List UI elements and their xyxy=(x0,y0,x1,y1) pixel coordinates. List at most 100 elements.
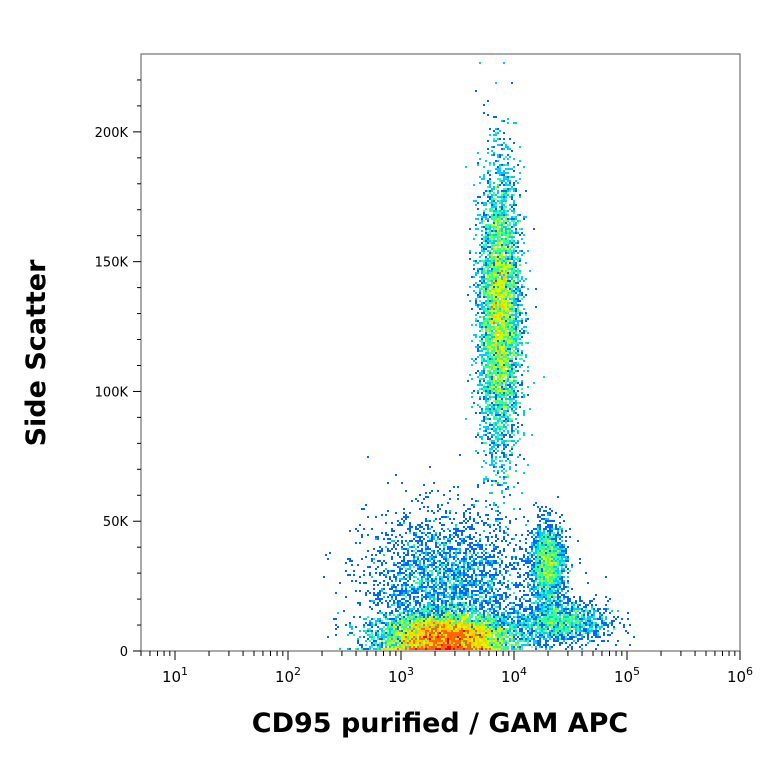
event-dot xyxy=(481,336,483,338)
event-dot xyxy=(503,194,505,196)
event-dot xyxy=(499,414,501,416)
event-dot xyxy=(459,648,461,650)
event-dot xyxy=(507,290,509,292)
event-dot xyxy=(483,166,485,168)
event-dot xyxy=(505,308,507,310)
event-dot xyxy=(505,342,507,344)
event-dot xyxy=(495,222,497,224)
event-dot xyxy=(497,420,499,422)
event-dot xyxy=(513,276,515,278)
event-dot xyxy=(547,568,549,570)
event-dot xyxy=(421,636,423,638)
event-dot xyxy=(551,562,553,564)
event-dot xyxy=(497,636,499,638)
event-dot xyxy=(495,646,497,648)
event-dot xyxy=(501,400,503,402)
event-dot xyxy=(495,346,497,348)
event-dot xyxy=(581,600,583,602)
event-dot xyxy=(511,380,513,382)
event-dot xyxy=(577,608,579,610)
event-dot xyxy=(435,646,437,648)
event-dot xyxy=(545,506,547,508)
event-dot xyxy=(537,590,539,592)
event-dot xyxy=(519,288,521,290)
event-dot xyxy=(401,646,403,648)
event-dot xyxy=(439,610,441,612)
event-dot xyxy=(525,538,527,540)
event-dot xyxy=(505,216,507,218)
event-dot xyxy=(503,472,505,474)
event-dot xyxy=(557,552,559,554)
event-dot xyxy=(517,310,519,312)
event-dot xyxy=(555,628,557,630)
event-dot xyxy=(487,182,489,184)
event-dot xyxy=(537,540,539,542)
event-dot xyxy=(409,614,411,616)
event-dot xyxy=(489,226,491,228)
event-dot xyxy=(483,282,485,284)
event-dot xyxy=(495,390,497,392)
event-dot xyxy=(559,542,561,544)
event-dot xyxy=(559,570,561,572)
event-dot xyxy=(471,642,473,644)
event-dot xyxy=(547,572,549,574)
event-dot xyxy=(555,542,557,544)
event-dot xyxy=(405,622,407,624)
event-dot xyxy=(437,626,439,628)
event-dot xyxy=(475,304,477,306)
event-dot xyxy=(551,530,553,532)
event-dot xyxy=(467,638,469,640)
event-dot xyxy=(579,630,581,632)
event-dot xyxy=(529,546,531,548)
event-dot xyxy=(559,554,561,556)
event-dot xyxy=(415,648,417,650)
event-dot xyxy=(487,320,489,322)
event-dot xyxy=(495,410,497,412)
event-dot xyxy=(497,234,499,236)
event-dot xyxy=(537,526,539,528)
event-dot xyxy=(381,632,383,634)
event-dot xyxy=(477,616,479,618)
event-dot xyxy=(503,648,505,650)
event-dot xyxy=(501,460,503,462)
event-dot xyxy=(517,610,519,612)
event-dot xyxy=(589,610,591,612)
event-dot xyxy=(553,630,555,632)
event-dot xyxy=(483,388,485,390)
event-dot xyxy=(509,296,511,298)
event-dot xyxy=(433,624,435,626)
event-dot xyxy=(513,624,515,626)
event-dot xyxy=(465,632,467,634)
event-dot xyxy=(493,356,495,358)
event-dot xyxy=(539,630,541,632)
event-dot xyxy=(553,520,555,522)
event-dot xyxy=(547,560,549,562)
event-dot xyxy=(407,646,409,648)
event-dot xyxy=(493,286,495,288)
event-dot xyxy=(435,630,437,632)
event-dot xyxy=(511,168,513,170)
event-dot xyxy=(557,572,559,574)
event-dot xyxy=(499,308,501,310)
event-dot xyxy=(491,372,493,374)
event-dot xyxy=(505,298,507,300)
event-dot xyxy=(569,626,571,628)
event-dot xyxy=(499,460,501,462)
event-dot xyxy=(553,572,555,574)
event-dot xyxy=(449,612,451,614)
event-dot xyxy=(499,206,501,208)
event-dot xyxy=(557,542,559,544)
event-dot xyxy=(449,616,451,618)
event-dot xyxy=(555,600,557,602)
event-dot xyxy=(499,428,501,430)
event-dot xyxy=(547,526,549,528)
event-dot xyxy=(471,644,473,646)
event-dot xyxy=(491,238,493,240)
event-dot xyxy=(483,268,485,270)
event-dot xyxy=(441,632,443,634)
event-dot xyxy=(451,616,453,618)
event-dot xyxy=(467,634,469,636)
event-dot xyxy=(511,348,513,350)
event-dot xyxy=(481,350,483,352)
event-dot xyxy=(497,370,499,372)
